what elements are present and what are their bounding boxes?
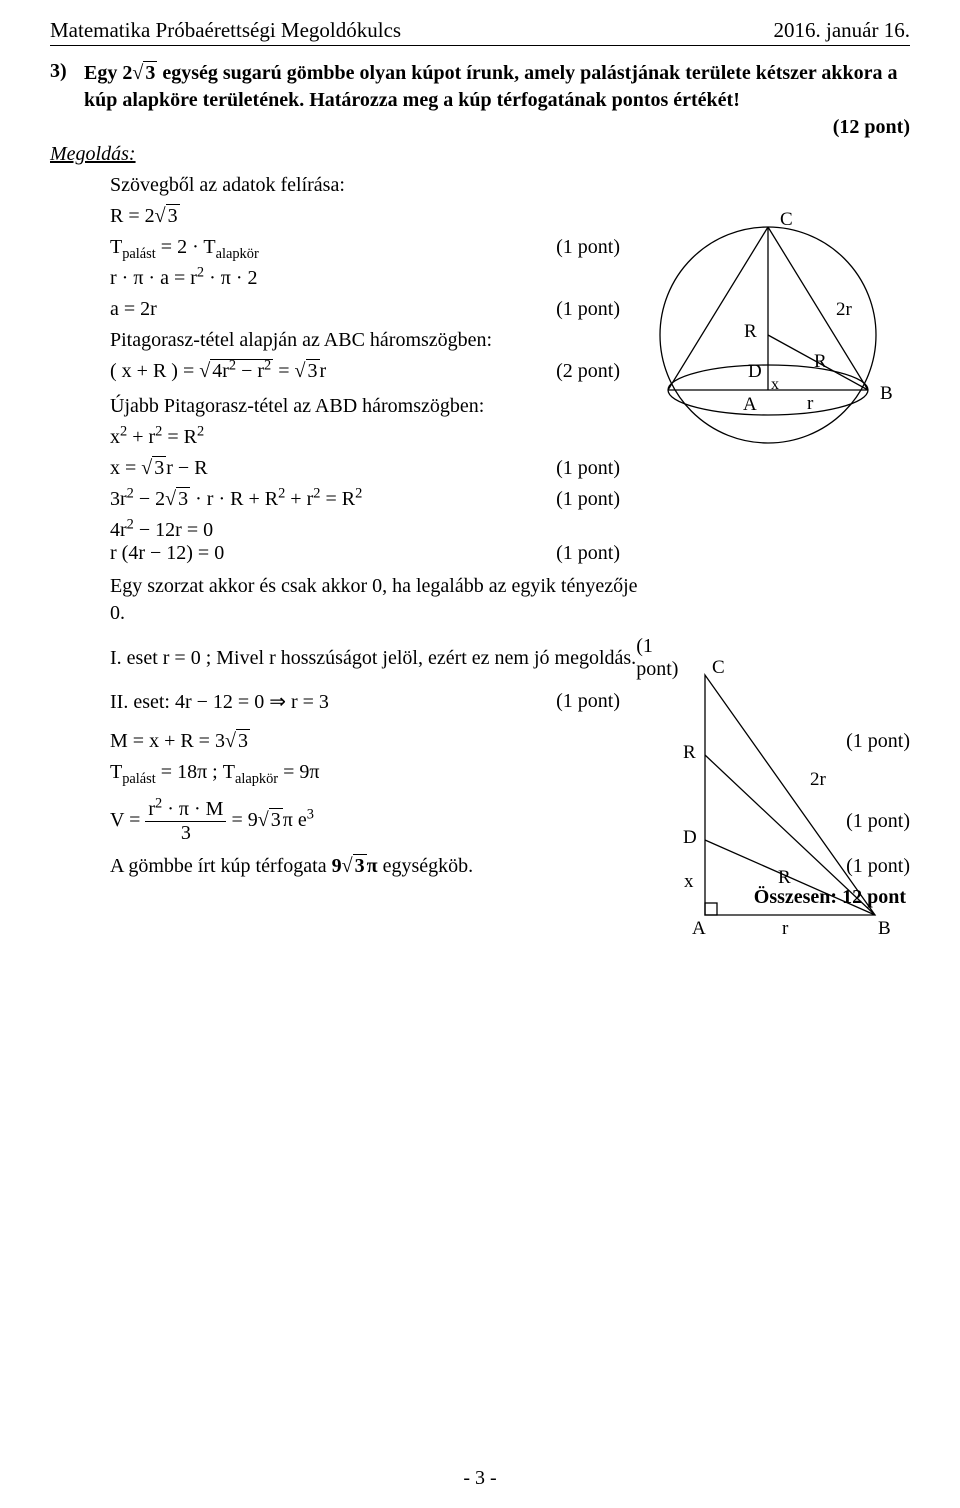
page-header: Matematika Próbaérettségi Megoldókulcs 2…: [50, 18, 910, 46]
d1-label-x: x: [771, 376, 779, 393]
d2-label-C: C: [712, 657, 725, 678]
d1-label-2r: 2r: [836, 299, 853, 320]
problem-number: 3): [50, 60, 84, 114]
eq-r4r12: r (4r − 12) = 0 (1 pont): [110, 542, 910, 565]
d2-label-x: x: [684, 871, 694, 892]
d2-label-A: A: [692, 918, 706, 939]
d2-label-Rleft: R: [683, 742, 696, 763]
header-right: 2016. január 16.: [774, 18, 910, 43]
eq-4r2: 4r2 − 12r = 0: [110, 519, 910, 542]
d1-label-B: B: [880, 383, 893, 404]
d2-label-r: r: [782, 918, 789, 939]
header-left: Matematika Próbaérettségi Megoldókulcs: [50, 18, 401, 43]
problem-total-points: (12 pont): [50, 116, 910, 139]
text-szorzat: Egy szorzat akkor és csak akkor 0, ha le…: [110, 573, 640, 627]
text-szoveg: Szövegből az adatok felírása:: [110, 174, 910, 197]
d2-label-B: B: [878, 918, 891, 939]
d1-label-Rright: R: [814, 351, 827, 372]
d2-label-2r: 2r: [810, 769, 827, 790]
eq-3r2: 3r2 − 2√3 · r · R + R2 + r2 = R2 (1 pont…: [110, 488, 910, 511]
diagram-sphere-cone: C R 2r D x R A r B: [640, 205, 900, 465]
solution-label: Megoldás:: [50, 143, 910, 166]
problem-text: Egy 2√3 egység sugarú gömbbe olyan kúpot…: [84, 60, 910, 114]
d1-label-D: D: [748, 361, 762, 382]
d1-label-A: A: [743, 394, 757, 415]
d1-label-C: C: [780, 209, 793, 230]
diagram-triangle: C R 2r D x R A r B: [650, 655, 900, 945]
d2-label-D: D: [683, 827, 697, 848]
d1-label-Rleft: R: [744, 321, 757, 342]
d2-label-Rright: R: [778, 867, 791, 888]
d1-label-r: r: [807, 393, 814, 414]
problem-statement: 3) Egy 2√3 egység sugarú gömbbe olyan kú…: [50, 60, 910, 114]
page-footer: - 3 -: [0, 1467, 960, 1490]
